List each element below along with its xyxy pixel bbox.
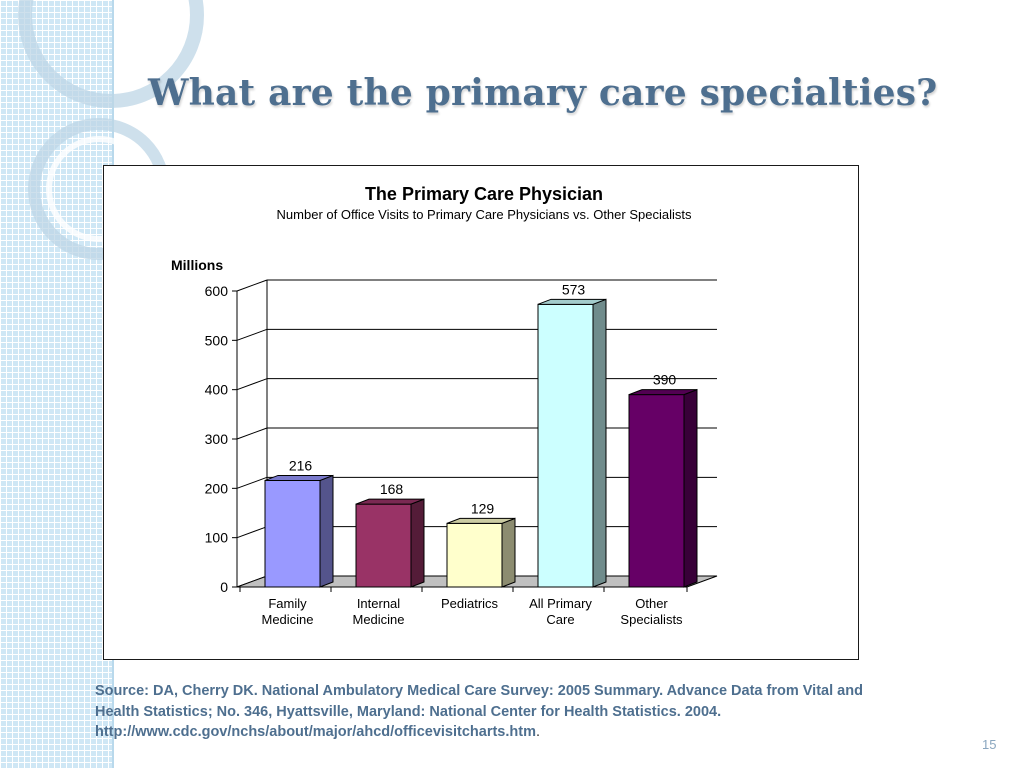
bar-chart: The Primary Care Physician Number of Off… <box>171 184 718 627</box>
x-tick-label: Care <box>546 612 574 627</box>
bar-side <box>592 298 607 588</box>
gridline-side <box>236 279 268 292</box>
slide-title: What are the primary care specialties? <box>148 72 938 114</box>
bar-top <box>628 389 698 396</box>
y-tick-label: 200 <box>205 480 229 496</box>
x-tick-label: Other <box>635 596 668 611</box>
plot-area: 0100200300400500600216FamilyMedicine168I… <box>205 279 718 627</box>
chart-title: The Primary Care Physician <box>365 184 603 204</box>
data-label: 216 <box>289 457 313 473</box>
bar-top <box>355 498 425 505</box>
y-tick-label: 600 <box>205 283 229 299</box>
bar-side <box>501 517 516 588</box>
gridline-side <box>236 476 268 489</box>
bar-top <box>264 474 334 481</box>
x-tick-label: Medicine <box>352 612 404 627</box>
gridline-side <box>236 328 268 341</box>
x-tick-label: Medicine <box>261 612 313 627</box>
bar-side <box>410 498 425 588</box>
x-tick-label: Family <box>268 596 307 611</box>
source-citation-text: Source: DA, Cherry DK. National Ambulato… <box>95 683 863 740</box>
bar <box>264 479 321 588</box>
y-tick-label: 100 <box>205 530 229 546</box>
source-citation: Source: DA, Cherry DK. National Ambulato… <box>95 681 895 743</box>
y-tick-label: 300 <box>205 431 229 447</box>
bar <box>537 303 594 588</box>
page-number: 15 <box>982 737 997 752</box>
y-axis-label: Millions <box>171 257 223 273</box>
chart-subtitle: Number of Office Visits to Primary Care … <box>277 207 692 222</box>
bar <box>446 522 503 588</box>
gridline-side <box>236 427 268 440</box>
x-tick-label: Pediatrics <box>441 596 499 611</box>
y-tick-label: 400 <box>205 382 229 398</box>
source-citation-period: . <box>535 724 540 740</box>
bar <box>355 503 412 588</box>
bar-side <box>319 474 334 588</box>
bar-side <box>683 388 698 588</box>
data-label: 168 <box>380 481 404 497</box>
gridline-side <box>236 378 268 391</box>
x-tick-label: All Primary <box>529 596 592 611</box>
x-tick-label: Specialists <box>620 612 683 627</box>
bar <box>628 394 685 588</box>
y-tick-label: 500 <box>205 332 229 348</box>
data-label: 129 <box>471 500 495 516</box>
gridline-side <box>236 526 268 539</box>
y-tick-label: 0 <box>220 579 228 595</box>
data-label: 390 <box>653 372 677 388</box>
data-label: 573 <box>562 281 586 297</box>
chart-container: The Primary Care Physician Number of Off… <box>103 165 859 660</box>
bar-top <box>537 298 607 305</box>
decorative-left-strip <box>0 0 113 768</box>
x-tick-label: Internal <box>357 596 400 611</box>
bar-top <box>446 517 516 524</box>
